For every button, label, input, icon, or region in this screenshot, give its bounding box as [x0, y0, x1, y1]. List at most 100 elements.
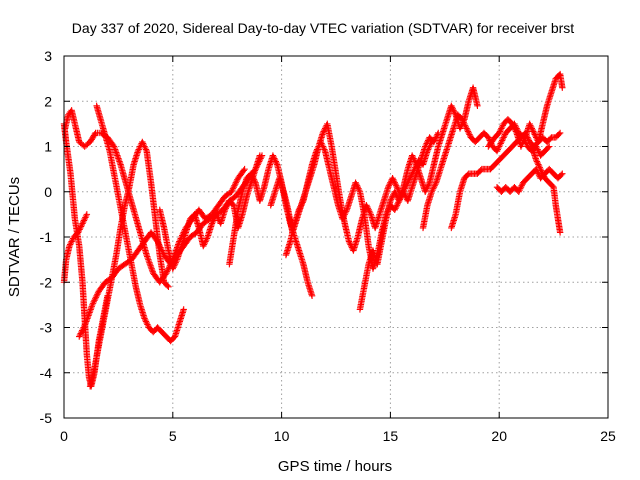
- data-point: [448, 104, 456, 111]
- data-point: [495, 144, 502, 152]
- data-point: [229, 200, 236, 208]
- data-point: [366, 209, 374, 217]
- x-axis-label: GPS time / hours: [278, 458, 392, 475]
- data-point: [448, 102, 455, 109]
- data-point: [496, 129, 503, 137]
- y-tick-label: -4: [40, 365, 53, 381]
- data-point: [496, 143, 503, 150]
- data-point: [83, 211, 91, 218]
- data-point: [89, 301, 96, 309]
- data-point: [386, 181, 393, 188]
- data-point: [464, 126, 471, 134]
- data-point: [271, 155, 278, 162]
- data-point: [313, 147, 320, 155]
- data-point: [391, 179, 398, 186]
- data-point: [519, 138, 527, 146]
- data-point: [556, 129, 564, 137]
- data-point: [141, 315, 148, 322]
- data-point: [356, 187, 363, 194]
- series-arc-14: [493, 165, 566, 195]
- data-point: [429, 187, 436, 194]
- data-point: [171, 262, 178, 269]
- data-point: [136, 144, 143, 152]
- data-points: [60, 70, 566, 390]
- data-point: [451, 108, 458, 116]
- data-point: [428, 188, 435, 195]
- data-point: [82, 212, 90, 220]
- data-point: [559, 170, 566, 177]
- data-point: [549, 182, 556, 190]
- data-point: [527, 122, 534, 129]
- x-tick-label: 25: [600, 428, 616, 444]
- data-point: [142, 144, 149, 152]
- data-point: [494, 146, 501, 153]
- data-point: [366, 208, 373, 215]
- data-point: [529, 126, 536, 134]
- data-point: [462, 123, 470, 131]
- data-point: [412, 159, 419, 167]
- data-point: [231, 181, 239, 188]
- data-point: [363, 202, 370, 209]
- data-point: [538, 167, 545, 174]
- data-point: [272, 158, 279, 165]
- data-point: [511, 125, 518, 132]
- data-point: [423, 185, 430, 192]
- data-point: [450, 107, 457, 114]
- data-point: [91, 297, 98, 304]
- data-point: [319, 143, 327, 150]
- data-point: [515, 188, 522, 195]
- data-point: [171, 260, 179, 268]
- y-tick-label: 3: [44, 48, 52, 64]
- data-point: [460, 119, 467, 126]
- data-point: [532, 156, 540, 164]
- y-tick-label: -1: [40, 229, 53, 245]
- data-point: [296, 205, 303, 212]
- x-tick-label: 10: [274, 428, 290, 444]
- data-point: [424, 184, 431, 191]
- series-arc-16: [528, 143, 564, 236]
- data-point: [498, 138, 505, 146]
- data-point: [94, 291, 101, 298]
- data-point: [393, 202, 401, 209]
- data-point: [173, 257, 180, 265]
- data-point: [208, 220, 216, 227]
- data-point: [69, 236, 76, 244]
- data-point: [298, 200, 306, 208]
- data-point: [250, 174, 257, 182]
- data-point: [342, 209, 349, 217]
- data-point: [518, 182, 525, 189]
- data-point: [353, 181, 360, 188]
- data-point: [321, 146, 328, 153]
- data-point: [449, 105, 456, 112]
- data-point: [493, 147, 501, 155]
- data-point: [319, 129, 327, 137]
- data-point: [390, 176, 397, 183]
- data-point: [222, 205, 229, 212]
- data-point: [518, 141, 525, 149]
- data-point: [512, 128, 520, 135]
- data-point: [425, 181, 433, 188]
- data-point: [423, 140, 430, 147]
- data-point: [81, 322, 88, 330]
- data-point: [81, 321, 89, 328]
- data-point: [163, 268, 171, 275]
- y-tick-label: 1: [44, 139, 52, 155]
- data-point: [496, 141, 504, 149]
- data-point: [517, 184, 525, 191]
- data-point: [241, 165, 248, 173]
- x-tick-label: 5: [169, 428, 177, 444]
- data-point: [422, 188, 429, 195]
- y-tick-label: -5: [40, 410, 53, 426]
- data-point: [517, 185, 524, 192]
- data-point: [354, 184, 361, 191]
- data-point: [346, 239, 353, 247]
- data-point: [319, 141, 326, 149]
- data-point: [77, 330, 84, 337]
- data-point: [299, 199, 306, 206]
- data-point: [80, 324, 87, 331]
- series-arc-3: [61, 107, 248, 286]
- data-point: [320, 144, 327, 152]
- x-tick-label: 0: [60, 428, 68, 444]
- data-point: [521, 135, 528, 143]
